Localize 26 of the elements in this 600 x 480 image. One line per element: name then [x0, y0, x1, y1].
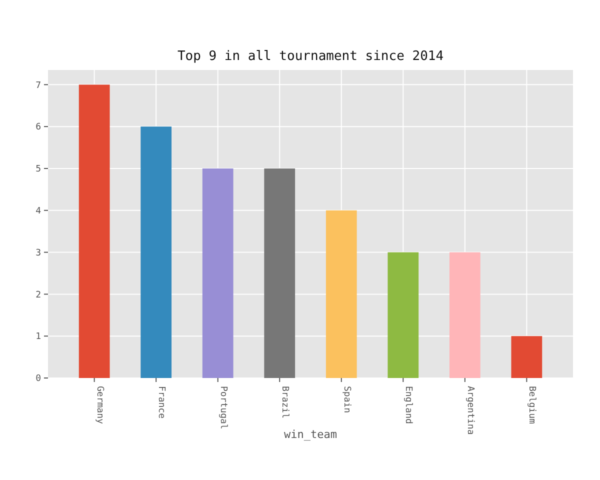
y-tick-label: 6: [36, 122, 41, 133]
bar: [264, 168, 296, 378]
y-tick-label: 1: [36, 332, 41, 342]
x-tick-label: England: [403, 386, 414, 424]
y-tick-label: 5: [36, 164, 41, 175]
bar: [511, 336, 542, 378]
x-tick-label: Germany: [94, 386, 104, 425]
bar: [202, 168, 234, 378]
bar: [388, 252, 419, 378]
x-axis-title: win_team: [284, 428, 338, 441]
x-tick-label: Brazil: [280, 386, 290, 419]
bar: [140, 126, 172, 378]
x-tick-label: Portugal: [218, 386, 228, 430]
bar: [326, 210, 357, 378]
y-tick-label: 2: [36, 290, 41, 300]
bar: [449, 252, 480, 378]
y-tick-label: 0: [36, 374, 41, 384]
y-tick-label: 3: [36, 248, 41, 258]
x-tick-label: Argentina: [464, 386, 475, 435]
y-tick-label: 7: [36, 80, 41, 91]
x-tick-label: Spain: [341, 386, 352, 414]
chart-title: Top 9 in all tournament since 2014: [177, 49, 444, 64]
bar: [78, 84, 110, 378]
x-tick-label: France: [156, 386, 166, 419]
x-tick-label: Belgium: [526, 386, 537, 424]
y-tick-label: 4: [36, 206, 41, 217]
